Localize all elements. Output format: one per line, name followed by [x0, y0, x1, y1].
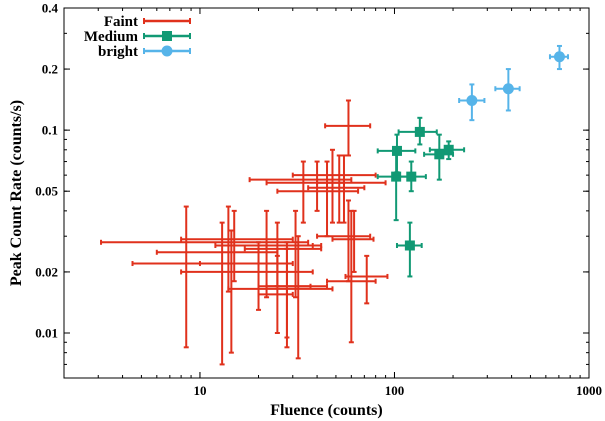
y-tick-label: 0.2 — [42, 62, 58, 77]
marker-circle — [502, 83, 514, 95]
data-point — [248, 160, 353, 212]
y-tick-label: 0.1 — [42, 123, 58, 138]
data-point — [395, 221, 423, 278]
data-point — [494, 68, 521, 112]
data-point — [265, 209, 323, 299]
series-faint — [100, 99, 389, 366]
y-axis-title: Peak Count Rate (counts/s) — [8, 100, 25, 286]
data-point — [131, 205, 294, 349]
data-point — [324, 99, 372, 157]
y-tick-label: 0.01 — [35, 325, 58, 340]
marker-circle — [553, 51, 565, 63]
data-point — [265, 160, 345, 224]
data-point — [397, 116, 438, 146]
marker-circle — [161, 45, 173, 57]
marker-square — [443, 144, 454, 155]
data-point — [548, 44, 570, 71]
series-medium — [376, 116, 466, 278]
legend-label: Medium — [84, 29, 139, 45]
axes-layer: 10 100 1000 0.01 0.02 0.05 0.1 0.2 0.4 — [35, 1, 602, 399]
x-tick-label: 1000 — [576, 383, 602, 398]
data-point — [307, 154, 366, 224]
marker-square — [162, 31, 172, 41]
marker-square — [434, 149, 445, 160]
data-point — [291, 148, 377, 224]
legend-entry-bright: bright — [98, 44, 191, 60]
data-point — [257, 254, 294, 334]
series-bright — [458, 44, 570, 122]
data-point — [458, 83, 486, 122]
y-tick-label: 0.02 — [35, 264, 58, 279]
legend-label: bright — [98, 44, 138, 60]
plot-frame — [63, 7, 590, 379]
legend-label: Faint — [104, 14, 138, 30]
data-point — [180, 241, 314, 311]
data-point — [344, 254, 389, 305]
data-point — [100, 205, 310, 293]
data-point — [423, 133, 455, 181]
data-point — [243, 221, 323, 288]
x-tick-label: 100 — [385, 383, 405, 398]
data-point — [376, 153, 411, 222]
x-tick-label: 10 — [193, 383, 206, 398]
marker-square — [404, 240, 415, 251]
series-layer — [100, 44, 570, 366]
marker-square — [406, 171, 417, 182]
data-point — [393, 160, 427, 193]
data-point — [227, 247, 334, 339]
x-axis-title: Fluence (counts) — [270, 402, 382, 419]
legend-entry-medium: Medium — [84, 29, 191, 45]
data-point — [331, 209, 375, 273]
marker-square — [414, 126, 425, 137]
y-tick-label: 0.4 — [42, 1, 59, 16]
marker-square — [391, 145, 402, 156]
legend-entry-faint: Faint — [104, 14, 191, 30]
y-tick-label: 0.05 — [35, 184, 58, 199]
marker-circle — [466, 94, 478, 106]
